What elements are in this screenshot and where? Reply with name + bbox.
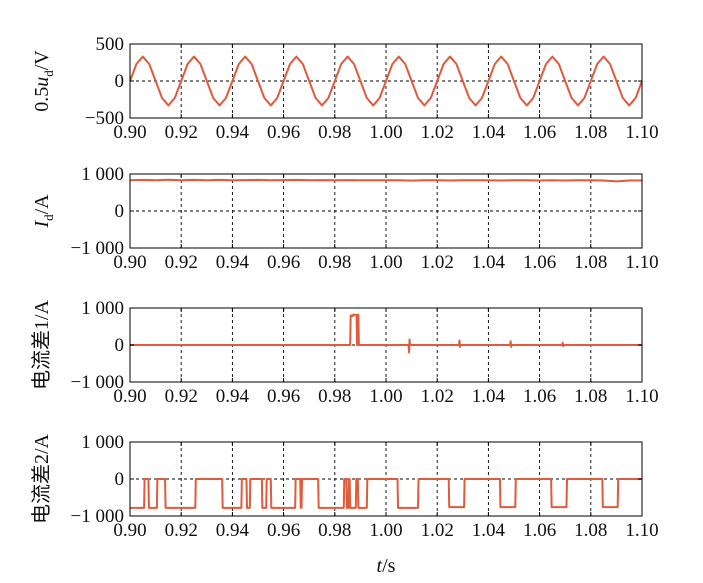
panel-current-diff-2: 0.90 0.92 0.94 0.96 0.98 1.00 1.02 1.04 1.06 1.08… — [30, 432, 659, 577]
x-tick-label: 1.00 — [369, 520, 402, 541]
y-tick-label: 1 000 — [81, 298, 124, 319]
series-line — [130, 478, 642, 509]
x-tick-label: 1.06 — [523, 520, 556, 541]
y-tick-label: −500 — [85, 108, 124, 129]
x-tick-label: 1.08 — [574, 122, 607, 143]
y-axis-label: 电流差1/A — [30, 299, 53, 390]
x-tick-label: 1.04 — [472, 520, 506, 541]
x-tick-label: 1.02 — [421, 386, 454, 407]
y-axis-label-unit: /V — [31, 50, 53, 71]
x-tick-label: 1.06 — [523, 122, 556, 143]
x-tick-label: 0.90 — [113, 122, 146, 143]
x-tick-label: 1.02 — [421, 252, 454, 273]
x-tick-label: 0.92 — [165, 122, 198, 143]
y-tick-label: 500 — [96, 34, 125, 55]
x-axis-label-var: t — [377, 555, 383, 577]
x-tick-label: 1.06 — [523, 386, 556, 407]
x-tick-label: 0.90 — [113, 520, 146, 541]
y-axis-label-sub: d — [41, 214, 56, 221]
x-tick-label: 1.06 — [523, 252, 556, 273]
y-axis-label-var: u — [31, 77, 53, 87]
x-tick-label: 1.02 — [421, 122, 454, 143]
y-axis-label-text: 电流差2/A — [30, 433, 53, 524]
y-axis-label-prefix: 0.5 — [31, 87, 53, 112]
x-tick-label: 1.02 — [421, 520, 454, 541]
x-tick-label: 0.96 — [267, 122, 300, 143]
x-axis-label: t/s — [377, 555, 396, 577]
y-tick-label: 0 — [115, 201, 125, 222]
x-tick-label: 1.08 — [574, 386, 607, 407]
y-tick-label: 0 — [115, 469, 125, 490]
x-tick-label: 1.08 — [574, 252, 607, 273]
x-tick-label: 0.94 — [216, 122, 250, 143]
y-axis-label-text: 电流差1/A — [30, 299, 53, 390]
x-tick-label: 0.92 — [165, 520, 198, 541]
panel-id: 0.90 0.92 0.94 0.96 0.98 1.00 1.02 1.04 1.06 1.08… — [31, 164, 659, 273]
x-tick-label: 0.96 — [267, 386, 300, 407]
y-axis-label-var: I — [31, 220, 53, 229]
x-tick-label: 0.98 — [318, 386, 351, 407]
y-axis-label: 0.5ud/V — [31, 50, 56, 112]
panel-udc: 0.90 0.92 0.94 0.96 0.98 1.00 1.02 1.04 1.06 1.08… — [31, 34, 659, 143]
x-tick-label: 0.94 — [216, 252, 250, 273]
x-tick-label: 1.00 — [369, 122, 402, 143]
y-axis-label: Id/A — [31, 194, 56, 229]
x-tick-label: 0.94 — [216, 386, 250, 407]
panel-current-diff-1: 0.90 0.92 0.94 0.96 0.98 1.00 1.02 1.04 1.06 1.08… — [30, 298, 659, 407]
x-tick-label: 0.90 — [113, 386, 146, 407]
x-tick-label: 1.10 — [625, 122, 658, 143]
y-tick-label: 0 — [115, 71, 125, 92]
x-tick-label: 0.98 — [318, 520, 351, 541]
y-axis-label-sub: d — [41, 70, 56, 77]
y-tick-label: 1 000 — [81, 164, 124, 185]
x-tick-label: 1.04 — [472, 252, 506, 273]
x-tick-label: 1.00 — [369, 386, 402, 407]
x-tick-label: 0.92 — [165, 252, 198, 273]
y-axis-label-unit: /A — [31, 194, 53, 215]
x-tick-label: 1.10 — [625, 252, 658, 273]
y-axis-label: 电流差2/A — [30, 433, 53, 524]
x-tick-label: 0.92 — [165, 386, 198, 407]
x-tick-label: 1.04 — [472, 386, 506, 407]
y-tick-label: 1 000 — [81, 432, 124, 453]
x-tick-label: 0.96 — [267, 252, 300, 273]
x-tick-label: 0.94 — [216, 520, 250, 541]
series-line — [129, 55, 643, 107]
x-axis-label-unit: /s — [382, 555, 396, 577]
x-tick-label: 1.08 — [574, 520, 607, 541]
x-tick-label: 1.10 — [625, 520, 658, 541]
x-tick-label: 0.96 — [267, 520, 300, 541]
series-line — [130, 313, 642, 354]
x-tick-label: 1.04 — [472, 122, 506, 143]
x-tick-label: 1.10 — [625, 386, 658, 407]
series-line — [129, 178, 642, 183]
x-tick-label: 1.00 — [369, 252, 402, 273]
y-tick-label: −1 000 — [71, 372, 124, 393]
y-tick-label: −1 000 — [71, 238, 124, 259]
y-tick-label: −1 000 — [71, 506, 124, 527]
x-tick-label: 0.98 — [318, 122, 351, 143]
x-tick-label: 0.98 — [318, 252, 351, 273]
x-tick-label: 0.90 — [113, 252, 146, 273]
y-tick-label: 0 — [115, 335, 125, 356]
